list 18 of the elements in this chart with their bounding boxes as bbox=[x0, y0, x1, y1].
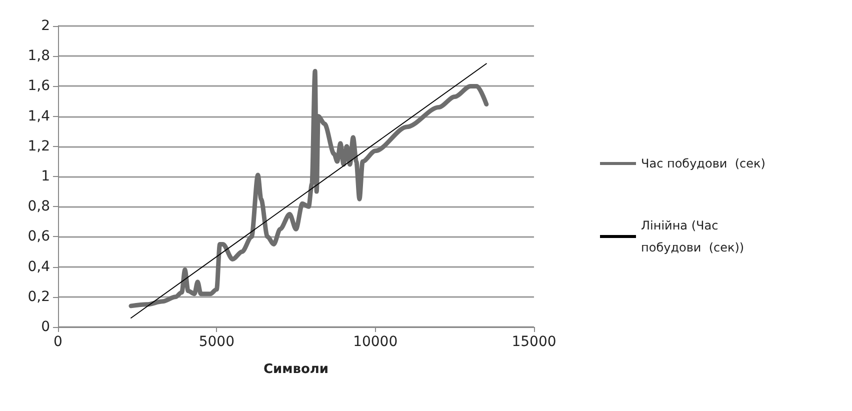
x-tick-label: 15000 bbox=[512, 334, 556, 350]
x-tick-label: 0 bbox=[54, 334, 62, 350]
y-tick-label: 0,6 bbox=[28, 228, 50, 245]
y-tick-label: 1,4 bbox=[28, 108, 50, 124]
x-axis-title: Символи bbox=[263, 362, 329, 377]
y-tick-label: 0,4 bbox=[28, 258, 50, 275]
x-tick-label: 5000 bbox=[198, 334, 234, 350]
y-tick-label: 1,6 bbox=[28, 78, 50, 94]
y-tick-label: 0,8 bbox=[28, 198, 50, 215]
y-tick-label: 0,2 bbox=[28, 288, 50, 305]
y-tick-label: 1 bbox=[41, 168, 50, 184]
x-tick-label: 10000 bbox=[353, 334, 398, 350]
legend-label: Час побудови (сек) bbox=[641, 156, 766, 170]
y-tick-label: 0 bbox=[41, 319, 50, 335]
y-tick-label: 2 bbox=[41, 18, 50, 34]
y-tick-label: 1,8 bbox=[28, 48, 50, 64]
y-tick-label: 1,2 bbox=[28, 138, 50, 154]
legend-label: Лінійна (Час побудови (сек)) bbox=[641, 218, 744, 254]
